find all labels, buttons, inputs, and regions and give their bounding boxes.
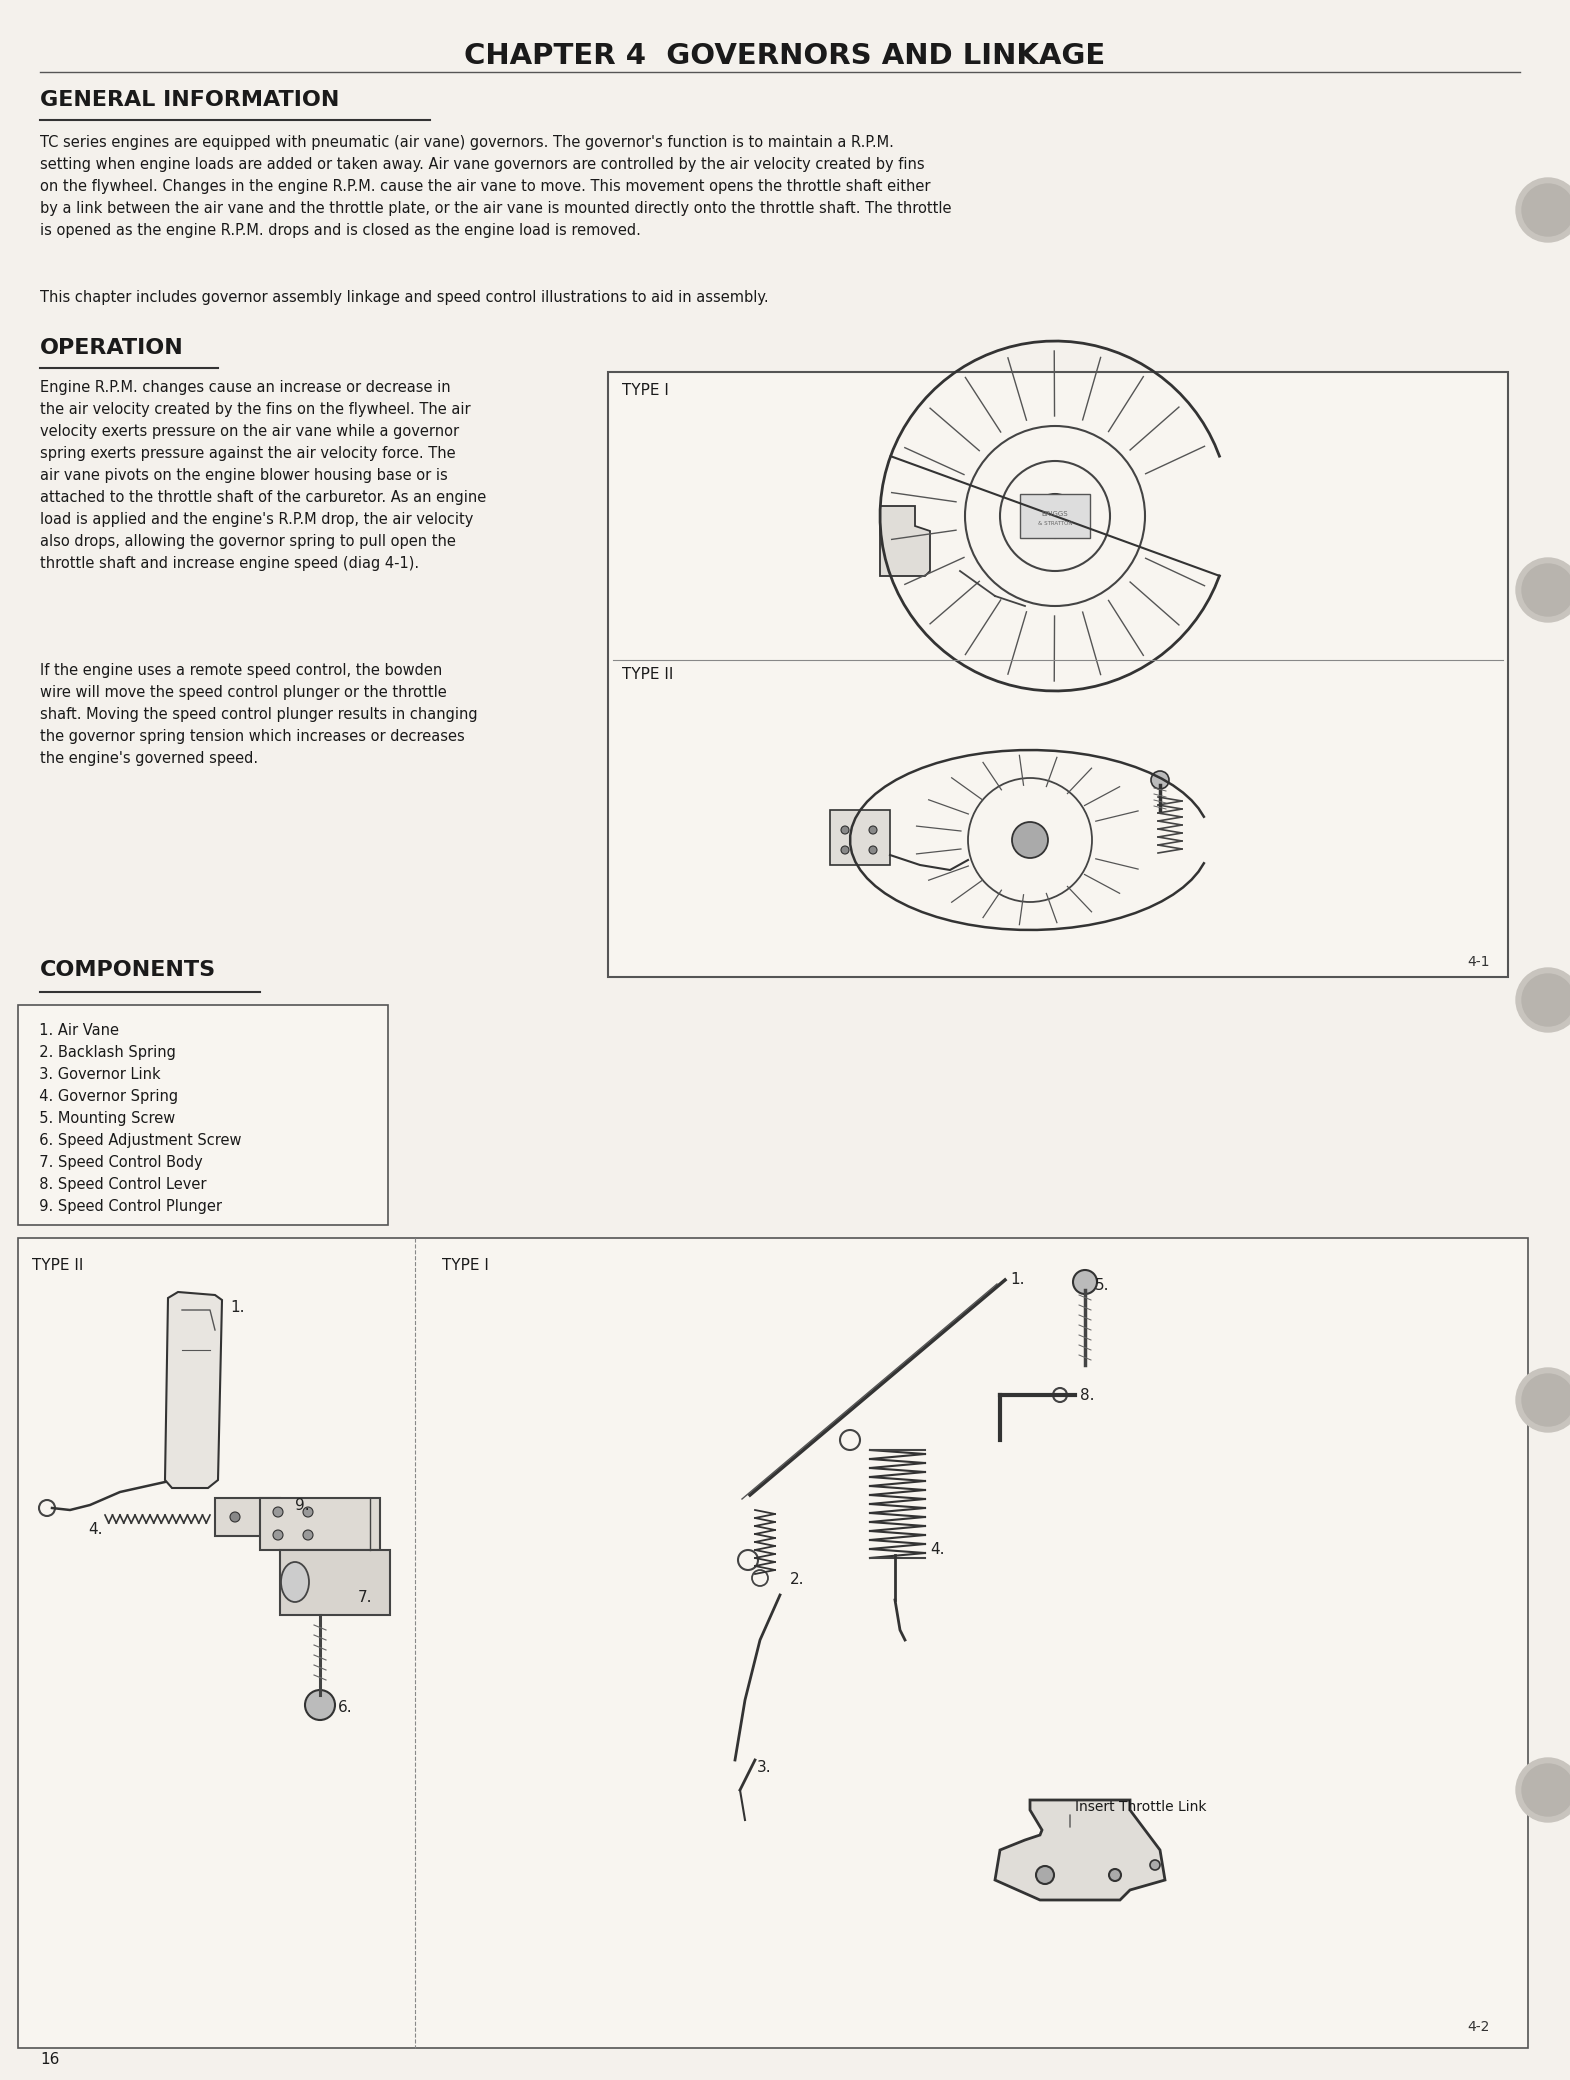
Bar [279, 1550, 389, 1614]
Circle shape [1517, 1369, 1570, 1431]
Circle shape [1517, 557, 1570, 622]
Polygon shape [995, 1799, 1165, 1899]
Text: 3.: 3. [757, 1760, 771, 1774]
Text: 8. Speed Control Lever: 8. Speed Control Lever [30, 1177, 207, 1192]
Circle shape [305, 1689, 334, 1720]
Circle shape [1517, 967, 1570, 1032]
Circle shape [842, 826, 849, 834]
Text: TYPE II: TYPE II [622, 668, 674, 682]
Ellipse shape [281, 1562, 309, 1602]
Circle shape [229, 1512, 240, 1523]
Circle shape [1521, 1375, 1570, 1427]
Circle shape [842, 847, 849, 855]
Polygon shape [165, 1292, 221, 1487]
Text: TYPE I: TYPE I [443, 1258, 488, 1273]
Bar [261, 1498, 380, 1550]
Text: 4.: 4. [929, 1541, 945, 1558]
Text: 1.: 1. [229, 1300, 245, 1315]
Circle shape [1013, 822, 1049, 857]
Text: If the engine uses a remote speed control, the bowden
wire will move the speed c: If the engine uses a remote speed contro… [39, 664, 477, 765]
Circle shape [1517, 179, 1570, 241]
Circle shape [870, 826, 878, 834]
Circle shape [1521, 183, 1570, 235]
Text: COMPONENTS: COMPONENTS [39, 961, 217, 980]
Text: 1.: 1. [1010, 1273, 1025, 1288]
Text: OPERATION: OPERATION [39, 337, 184, 358]
Text: Engine R.P.M. changes cause an increase or decrease in
the air velocity created : Engine R.P.M. changes cause an increase … [39, 381, 487, 570]
Text: 5. Mounting Screw: 5. Mounting Screw [30, 1111, 176, 1125]
Text: 9.: 9. [295, 1498, 309, 1512]
Circle shape [303, 1531, 312, 1539]
Circle shape [273, 1531, 283, 1539]
Circle shape [1151, 772, 1170, 788]
Text: & STRATTON: & STRATTON [1038, 520, 1072, 526]
Text: 4-2: 4-2 [1468, 2020, 1490, 2034]
Polygon shape [881, 505, 929, 576]
Text: Insert Throttle Link: Insert Throttle Link [1075, 1799, 1206, 1814]
Circle shape [273, 1508, 283, 1516]
Bar [608, 372, 1509, 978]
Text: TC series engines are equipped with pneumatic (air vane) governors. The governor: TC series engines are equipped with pneu… [39, 135, 951, 237]
Text: 3. Governor Link: 3. Governor Link [30, 1067, 160, 1082]
Text: 2. Backlash Spring: 2. Backlash Spring [30, 1044, 176, 1061]
Bar [831, 809, 890, 865]
Text: 4-1: 4-1 [1468, 955, 1490, 969]
Text: 5.: 5. [1094, 1277, 1110, 1294]
Circle shape [303, 1508, 312, 1516]
Text: This chapter includes governor assembly linkage and speed control illustrations : This chapter includes governor assembly … [39, 289, 769, 306]
Circle shape [1521, 973, 1570, 1025]
Circle shape [1033, 493, 1077, 539]
Circle shape [1036, 1866, 1053, 1884]
Text: 7.: 7. [358, 1589, 372, 1606]
Text: TYPE I: TYPE I [622, 383, 669, 397]
Circle shape [1517, 1758, 1570, 1822]
Bar [17, 1005, 388, 1225]
Text: 16: 16 [39, 2053, 60, 2068]
Bar [17, 1238, 1528, 2049]
Text: 9. Speed Control Plunger: 9. Speed Control Plunger [30, 1198, 221, 1215]
Text: BRIGGS: BRIGGS [1041, 512, 1068, 518]
Text: 6. Speed Adjustment Screw: 6. Speed Adjustment Screw [30, 1134, 242, 1148]
Text: GENERAL INFORMATION: GENERAL INFORMATION [39, 89, 339, 110]
Bar [215, 1498, 279, 1535]
Text: 8.: 8. [1080, 1387, 1094, 1404]
Circle shape [1149, 1860, 1160, 1870]
Circle shape [1521, 1764, 1570, 1816]
Text: 1. Air Vane: 1. Air Vane [30, 1023, 119, 1038]
Text: 2.: 2. [790, 1572, 804, 1587]
Text: 4.: 4. [88, 1523, 102, 1537]
Text: 6.: 6. [338, 1699, 353, 1716]
Bar [1020, 493, 1090, 539]
Text: 4. Governor Spring: 4. Governor Spring [30, 1090, 177, 1104]
Text: CHAPTER 4  GOVERNORS AND LINKAGE: CHAPTER 4 GOVERNORS AND LINKAGE [465, 42, 1105, 71]
Text: 7. Speed Control Body: 7. Speed Control Body [30, 1154, 203, 1169]
Circle shape [1521, 564, 1570, 616]
Circle shape [1108, 1870, 1121, 1880]
Circle shape [870, 847, 878, 855]
Circle shape [1072, 1271, 1097, 1294]
Text: TYPE II: TYPE II [31, 1258, 83, 1273]
